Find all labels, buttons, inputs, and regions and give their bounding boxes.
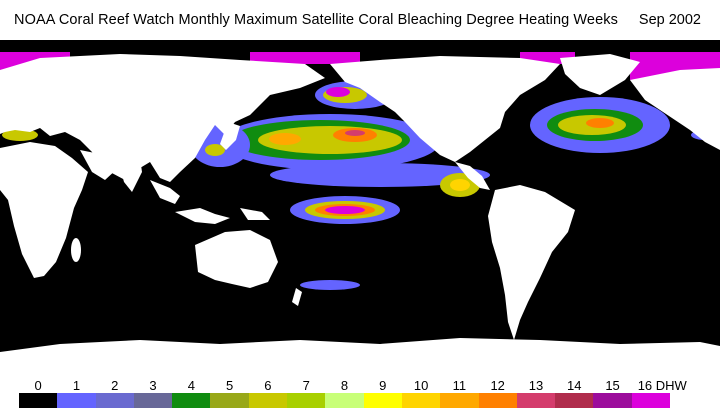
landmass-australia <box>195 230 278 288</box>
legend-label-10: 10 <box>413 378 429 393</box>
heat-patch-mexico-core <box>450 179 470 191</box>
legend-label-8: 8 <box>340 378 349 393</box>
heat-patch-tropical-band <box>270 163 490 187</box>
landmass-new-zealand <box>292 288 302 306</box>
color-legend: 0 1 2 3 4 5 6 7 8 9 10 11 12 13 14 15 16 DHW <box>0 377 720 411</box>
legend-swatch-7 <box>287 393 326 408</box>
landmass-greenland <box>560 54 640 95</box>
legend-swatch-12 <box>478 393 517 408</box>
legend-label-4: 4 <box>187 378 195 393</box>
heat-patch-north-pacific-core <box>345 130 365 136</box>
legend-label-5: 5 <box>225 378 234 393</box>
landmass-north-america <box>330 56 560 162</box>
landmass-indochina <box>150 180 180 204</box>
legend-swatch-15 <box>593 393 632 408</box>
landmass-arabia <box>80 150 118 180</box>
dhw-map <box>0 40 720 377</box>
legend-label-3: 3 <box>149 378 157 393</box>
heat-patch-equatorial-core <box>325 206 365 214</box>
landmass-new-guinea <box>240 208 270 220</box>
legend-swatch-10 <box>401 393 441 408</box>
legend-swatch-9 <box>363 393 402 408</box>
landmass-india <box>118 158 142 192</box>
landmass-europe <box>630 68 720 150</box>
legend-swatch-3 <box>133 393 173 408</box>
legend-swatch-11 <box>440 393 479 408</box>
legend-swatch-14 <box>555 393 594 408</box>
legend-label-15: 15 <box>605 378 620 393</box>
legend-label-14: 14 <box>567 378 582 393</box>
legend-label-12: 12 <box>490 378 505 393</box>
heat-patch-alaska-core <box>326 87 350 97</box>
legend-label-9: 9 <box>379 378 387 393</box>
legend-bar <box>19 393 671 408</box>
legend-label-1: 1 <box>72 378 81 393</box>
legend-swatch-1 <box>57 393 96 408</box>
landmass-antarctica <box>0 338 720 377</box>
legend-swatch-8 <box>325 393 364 408</box>
legend-label-13: 13 <box>528 378 544 393</box>
heat-patch-north-pacific-orange-west <box>269 133 301 145</box>
landmass-madagascar <box>71 238 81 262</box>
heat-patch-arctic-pacific <box>250 52 360 64</box>
map-canvas <box>0 40 720 377</box>
heat-patch-med-west <box>2 129 38 141</box>
landmass-africa <box>0 142 88 278</box>
landmass-central-america <box>455 162 490 190</box>
legend-swatch-2 <box>95 393 134 408</box>
legend-label-7: 7 <box>302 378 310 393</box>
landmass-indonesia <box>175 208 230 224</box>
legend-swatch-0 <box>19 393 58 408</box>
legend-label-16: 16 DHW <box>637 378 687 393</box>
title-bar: NOAA Coral Reef Watch Monthly Maximum Sa… <box>0 0 720 40</box>
legend-label-11: 11 <box>452 378 467 393</box>
map-title: NOAA Coral Reef Watch Monthly Maximum Sa… <box>14 12 618 28</box>
landmass-eurasia <box>0 54 325 182</box>
legend-label-0: 0 <box>34 378 42 393</box>
legend-swatch-6 <box>248 393 288 408</box>
heat-patch-atlantic-core <box>586 118 614 128</box>
legend-label-2: 2 <box>111 378 119 393</box>
heat-patch-japan-core <box>205 144 225 156</box>
legend-swatch-5 <box>210 393 249 408</box>
heat-patch-south-pacific <box>300 280 360 290</box>
land <box>0 54 720 377</box>
landmass-south-america <box>488 185 575 340</box>
landmass-japan <box>220 122 240 150</box>
legend-label-6: 6 <box>264 378 272 393</box>
legend-swatch-13 <box>516 393 556 408</box>
map-date: Sep 2002 <box>638 12 701 28</box>
legend-swatch-4 <box>172 393 211 408</box>
legend-swatch-16 <box>631 393 671 408</box>
